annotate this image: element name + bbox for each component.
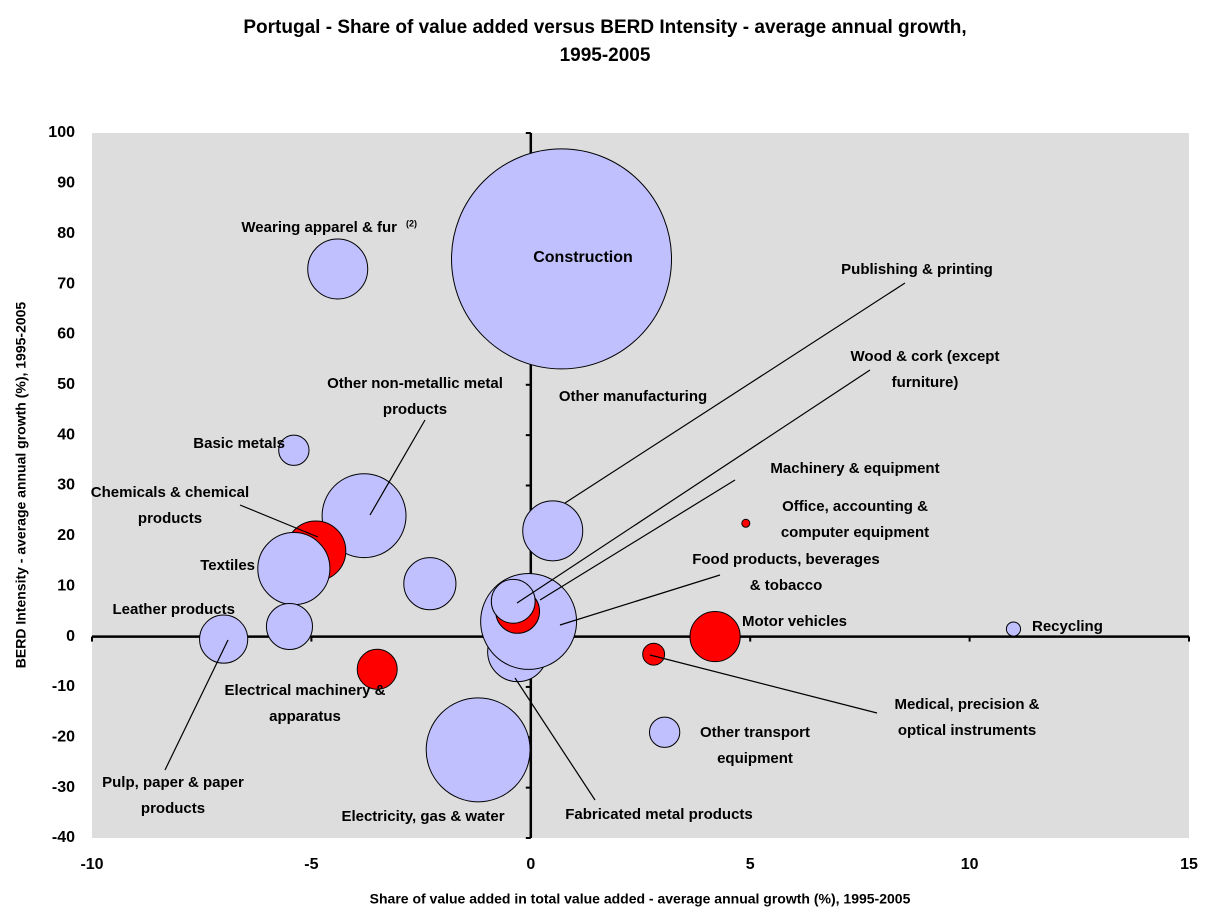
y-tick-label: 30 bbox=[57, 477, 75, 494]
x-tick-label: 10 bbox=[961, 856, 979, 873]
annotation: Other manufacturing bbox=[559, 388, 707, 405]
x-tick-label: 15 bbox=[1180, 856, 1198, 873]
bubble bbox=[490, 578, 536, 624]
leader-line bbox=[564, 282, 906, 504]
y-tick-label: 50 bbox=[57, 376, 75, 393]
leader-line bbox=[514, 677, 596, 801]
annotation: Basic metals bbox=[193, 435, 285, 452]
annotation: products bbox=[138, 510, 202, 527]
annotation: & tobacco bbox=[750, 577, 823, 594]
bubble bbox=[265, 602, 313, 651]
leader-line bbox=[559, 574, 721, 626]
leader-line bbox=[649, 654, 878, 714]
annotation: Other non-metallic metal bbox=[327, 375, 503, 392]
x-axis-title: Share of value added in total value adde… bbox=[370, 891, 911, 907]
bubble bbox=[648, 716, 681, 748]
bubble bbox=[278, 434, 310, 466]
y-tick-label: -30 bbox=[52, 779, 75, 796]
bubble bbox=[356, 648, 398, 690]
annotation: Publishing & printing bbox=[841, 261, 993, 278]
annotation: equipment bbox=[717, 750, 793, 767]
bubble bbox=[642, 642, 666, 666]
x-tick-label: -5 bbox=[304, 856, 318, 873]
annotation: Electrical machinery & bbox=[225, 682, 386, 699]
bubble bbox=[307, 238, 369, 300]
y-tick-label: 40 bbox=[57, 426, 75, 443]
bubble bbox=[451, 148, 673, 370]
annotation: Construction bbox=[533, 249, 633, 266]
bubble bbox=[741, 518, 751, 528]
annotation: (2) bbox=[406, 218, 417, 228]
y-tick-label: 100 bbox=[48, 124, 75, 141]
bubble bbox=[522, 500, 584, 562]
annotation: Leather products bbox=[112, 601, 235, 618]
annotation: Electricity, gas & water bbox=[341, 808, 504, 825]
annotation: Pulp, paper & paper bbox=[102, 774, 244, 791]
bubble bbox=[257, 532, 331, 606]
y-tick-label: 20 bbox=[57, 527, 75, 544]
annotation: Motor vehicles bbox=[742, 613, 847, 630]
annotation: Medical, precision & bbox=[894, 696, 1039, 713]
y-tick-label: -10 bbox=[52, 678, 75, 695]
annotation: Wood & cork (except bbox=[851, 348, 1000, 365]
annotation: Wearing apparel & fur bbox=[241, 219, 397, 236]
x-tick-label: 0 bbox=[526, 856, 535, 873]
annotation: apparatus bbox=[269, 708, 341, 725]
y-tick-label: 90 bbox=[57, 175, 75, 192]
y-tick-label: 80 bbox=[57, 225, 75, 242]
annotation: Fabricated metal products bbox=[565, 806, 753, 823]
y-tick-label: 60 bbox=[57, 326, 75, 343]
y-tick-label: 10 bbox=[57, 577, 75, 594]
annotation: Other transport bbox=[700, 724, 810, 741]
bubble bbox=[403, 557, 457, 611]
y-tick-label: -40 bbox=[52, 829, 75, 846]
annotation: Chemicals & chemical bbox=[91, 484, 249, 501]
annotation: Textiles bbox=[200, 557, 255, 574]
bubble bbox=[321, 473, 407, 559]
bubble bbox=[199, 614, 249, 664]
annotation: products bbox=[383, 401, 447, 418]
bubble bbox=[425, 697, 531, 803]
annotation: furniture) bbox=[892, 374, 959, 391]
bubble bbox=[1005, 621, 1022, 637]
y-tick-label: -20 bbox=[52, 729, 75, 746]
annotation: Recycling bbox=[1032, 618, 1103, 635]
annotation: optical instruments bbox=[898, 722, 1036, 739]
leader-line bbox=[164, 639, 229, 771]
annotation: products bbox=[141, 800, 205, 817]
annotation: Food products, beverages bbox=[692, 551, 880, 568]
bubble bbox=[689, 610, 741, 663]
leader-line bbox=[516, 369, 871, 604]
y-axis-title: BERD Intensity - average annual growth (… bbox=[13, 302, 29, 669]
annotation: computer equipment bbox=[781, 524, 929, 541]
x-tick-label: -10 bbox=[80, 856, 103, 873]
x-tick-label: 5 bbox=[746, 856, 755, 873]
y-tick-label: 0 bbox=[66, 628, 75, 645]
chart-title: Portugal - Share of value added versus B… bbox=[243, 17, 967, 66]
leader-line bbox=[239, 504, 319, 538]
leader-line bbox=[539, 479, 736, 601]
annotation: Machinery & equipment bbox=[770, 460, 939, 477]
annotation: Office, accounting & bbox=[782, 498, 928, 515]
leader-line bbox=[369, 419, 426, 516]
y-tick-label: 70 bbox=[57, 275, 75, 292]
